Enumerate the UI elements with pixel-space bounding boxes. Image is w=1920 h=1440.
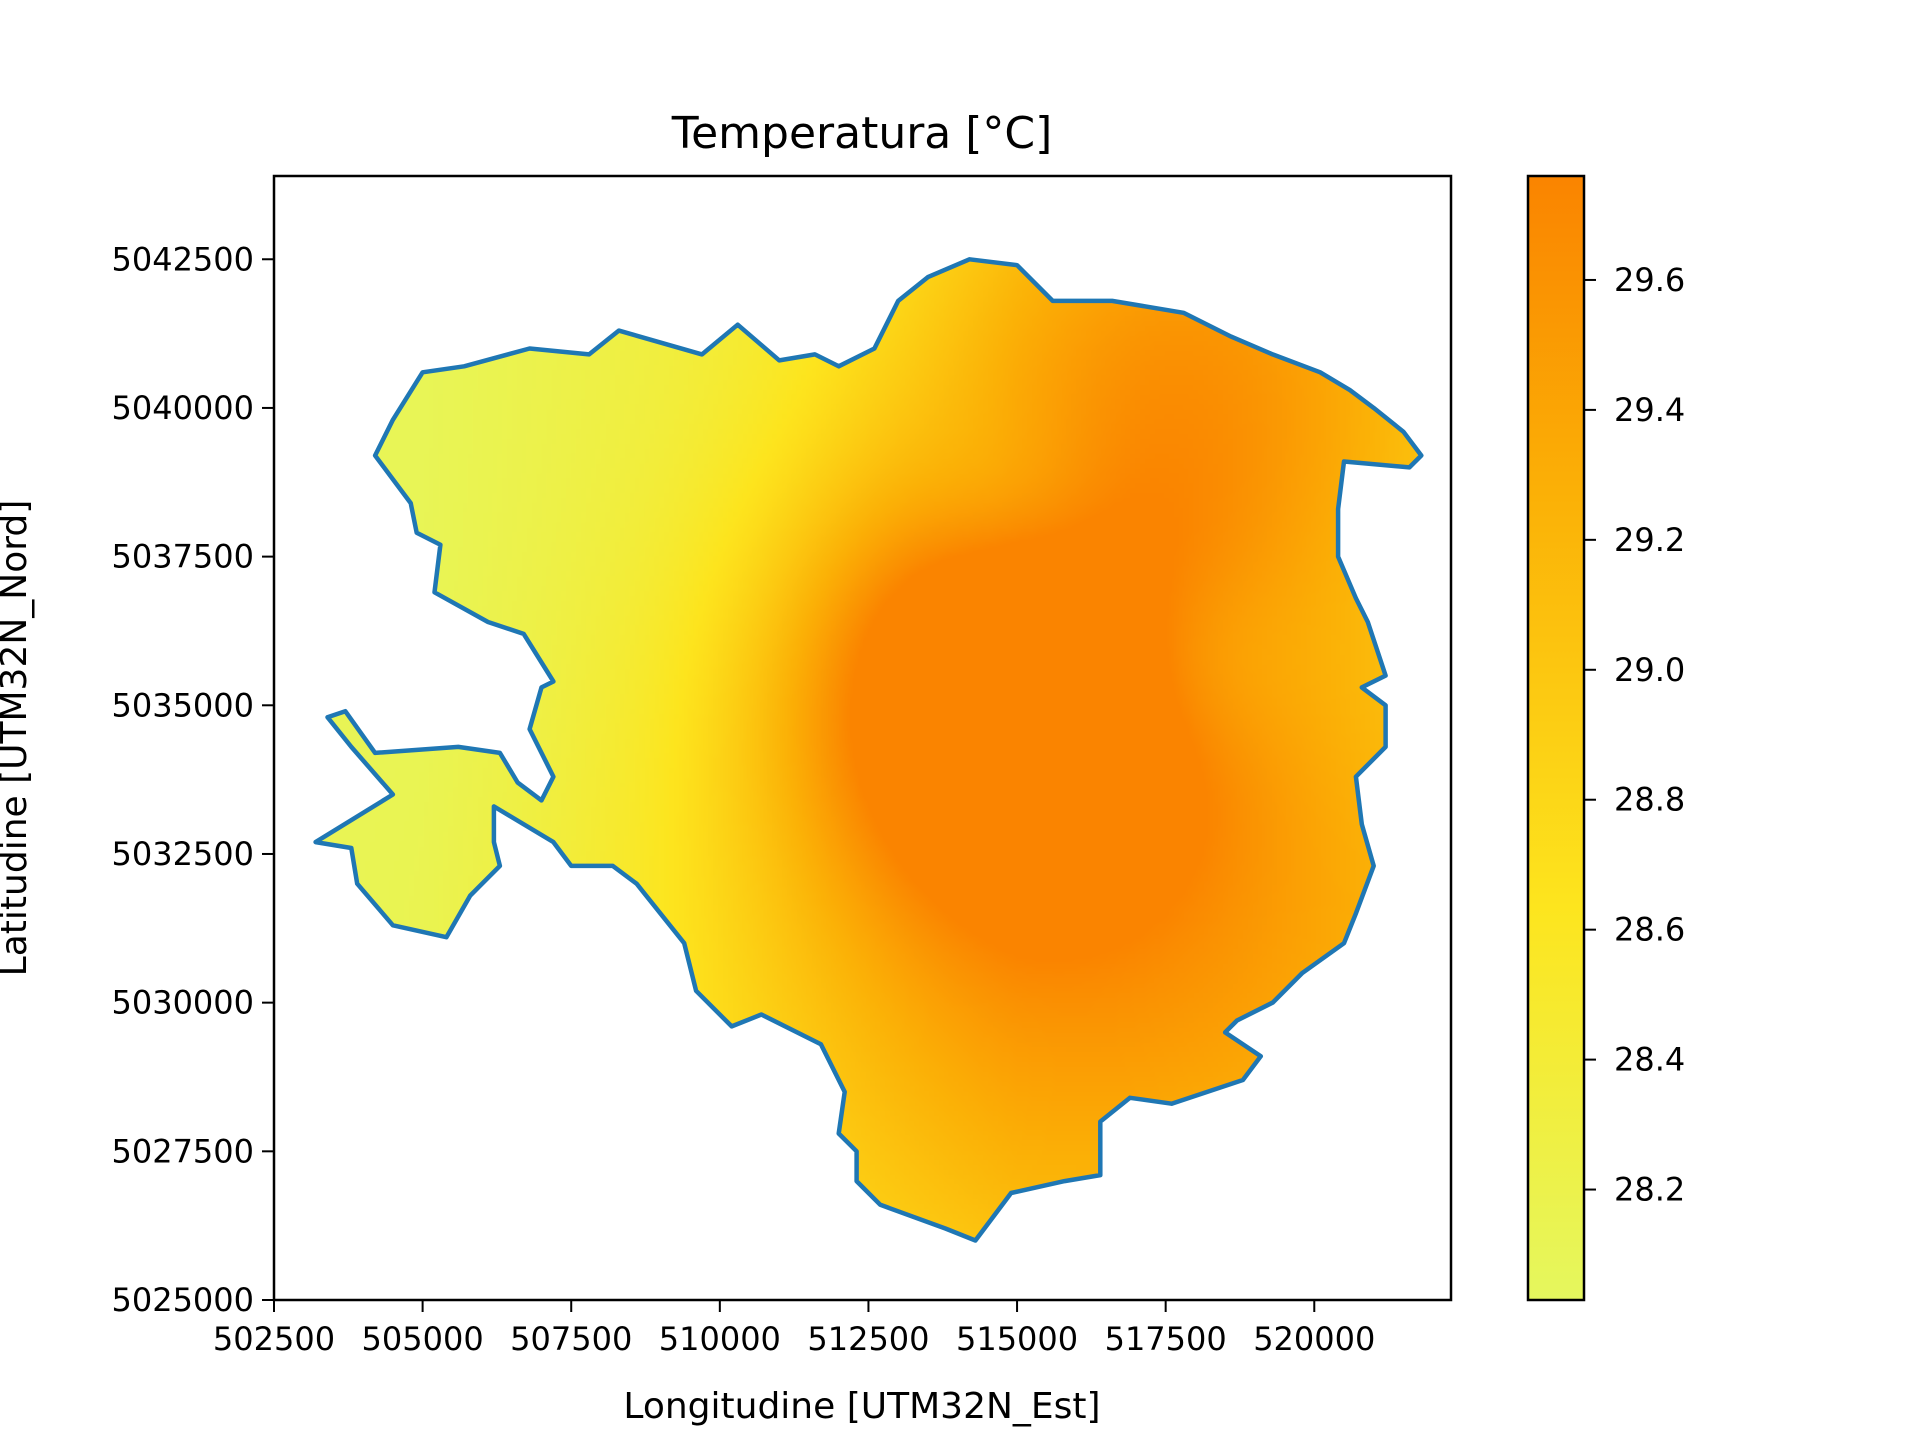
y-tick-label: 5025000 [111, 1281, 254, 1319]
chart-title: Temperatura [°C] [671, 108, 1053, 159]
y-axis-label: Latitudine [UTM32N_Nord] [0, 500, 35, 977]
x-axis-ticks: 502500 505000 507500 510000 512500 515000 5175… [213, 1300, 1375, 1358]
x-tick-label: 512500 [807, 1320, 929, 1358]
x-tick-label: 517500 [1105, 1320, 1227, 1358]
y-tick-label: 5037500 [111, 538, 254, 576]
plot-frame [272, 174, 1453, 1302]
colorbar-tick-label: 28.8 [1614, 781, 1685, 819]
y-tick-label: 5027500 [111, 1132, 254, 1170]
temperature-surface [315, 259, 1422, 1241]
y-tick-label: 5040000 [111, 389, 254, 427]
x-axis-label: Longitudine [UTM32N_Est] [623, 1386, 1100, 1427]
colorbar [1526, 174, 1586, 1302]
colorbar-tick-label: 28.4 [1614, 1041, 1685, 1079]
colorbar-tick-label: 29.4 [1614, 391, 1685, 429]
x-tick-label: 502500 [213, 1320, 335, 1358]
x-tick-label: 515000 [956, 1320, 1078, 1358]
y-axis-ticks: 5025000 5027500 5030000 5032500 5035000 50375… [111, 240, 274, 1319]
colorbar-tick-label: 29.2 [1614, 521, 1685, 559]
x-tick-label: 520000 [1253, 1320, 1375, 1358]
temperature-raster [315, 259, 1422, 1241]
colorbar-tick-label: 29.0 [1614, 651, 1685, 689]
colorbar-ticks: 28.2 28.4 28.6 28.8 29.0 29.2 29.4 29.6 [1584, 261, 1685, 1209]
y-tick-label: 5030000 [111, 984, 254, 1022]
y-tick-label: 5042500 [111, 240, 254, 278]
x-tick-label: 507500 [510, 1320, 632, 1358]
y-tick-label: 5035000 [111, 686, 254, 724]
colorbar-tick-label: 29.6 [1614, 261, 1685, 299]
x-tick-label: 505000 [362, 1320, 484, 1358]
city-boundary [313, 257, 1424, 1243]
colorbar-tick-label: 28.2 [1614, 1171, 1685, 1209]
colorbar-tick-label: 28.6 [1614, 911, 1685, 949]
y-tick-label: 5032500 [111, 835, 254, 873]
x-tick-label: 510000 [659, 1320, 781, 1358]
